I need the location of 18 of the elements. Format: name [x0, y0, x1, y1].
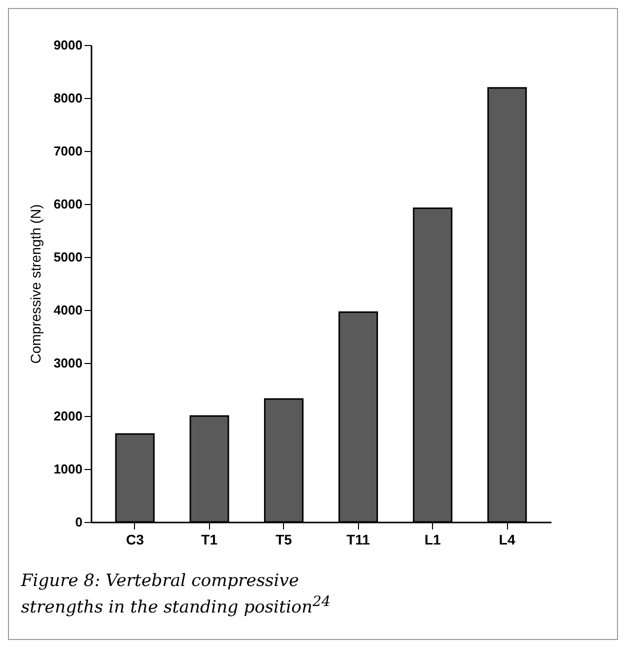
- y-tick-label: 4000: [54, 302, 82, 318]
- x-tick-label: L4: [498, 532, 516, 548]
- x-tick-label: T5: [276, 532, 292, 548]
- y-tick-label: 5000: [54, 250, 82, 264]
- y-tick-label: 8000: [54, 90, 82, 106]
- y-tick-label: 1000: [54, 462, 82, 476]
- y-axis-title: Compressive strength (N): [28, 204, 44, 364]
- x-tick-label: C3: [126, 532, 144, 548]
- y-tick-label: 0: [75, 514, 82, 530]
- y-tick-label: 9000: [54, 38, 82, 52]
- y-tick-label: 6000: [54, 196, 82, 212]
- y-tick-label: 2000: [54, 408, 82, 424]
- y-tick-label: 3000: [54, 356, 82, 370]
- x-tick-label: L1: [424, 532, 442, 548]
- caption: Figure 8: Vertebral compressive strengths in the standing position$^{24}$: [21, 571, 332, 619]
- x-tick-label: T1: [201, 532, 218, 548]
- x-tick-label: T11: [346, 532, 370, 548]
- y-tick-label: 7000: [54, 144, 82, 158]
